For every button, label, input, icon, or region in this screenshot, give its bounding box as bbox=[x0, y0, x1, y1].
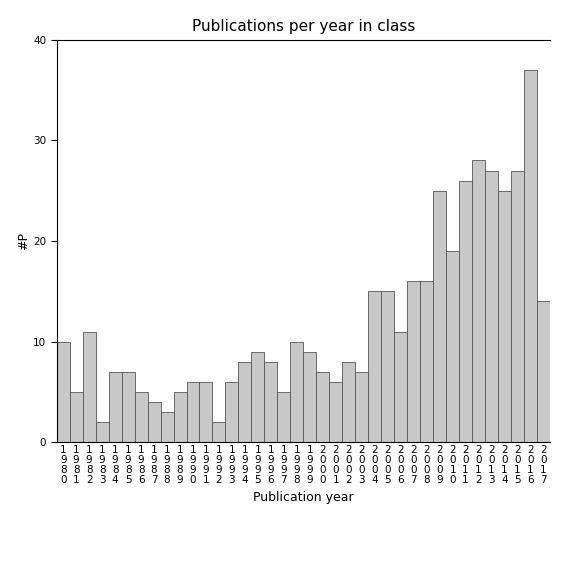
Bar bbox=[420, 281, 433, 442]
Bar bbox=[70, 392, 83, 442]
Bar bbox=[472, 160, 485, 442]
Bar bbox=[187, 382, 200, 442]
Bar bbox=[303, 352, 316, 442]
Bar bbox=[381, 291, 394, 442]
Bar bbox=[329, 382, 342, 442]
Bar bbox=[316, 372, 329, 442]
Bar bbox=[213, 422, 226, 442]
Bar bbox=[459, 180, 472, 442]
Bar bbox=[407, 281, 420, 442]
Bar bbox=[83, 332, 96, 442]
Bar bbox=[96, 422, 109, 442]
Bar bbox=[394, 332, 407, 442]
Bar bbox=[109, 372, 121, 442]
Bar bbox=[200, 382, 213, 442]
Bar bbox=[121, 372, 134, 442]
Bar bbox=[239, 362, 251, 442]
Bar bbox=[524, 70, 537, 442]
Title: Publications per year in class: Publications per year in class bbox=[192, 19, 415, 35]
Bar bbox=[433, 191, 446, 442]
Bar bbox=[342, 362, 356, 442]
Bar bbox=[160, 412, 174, 442]
Bar bbox=[368, 291, 381, 442]
Bar bbox=[251, 352, 264, 442]
Bar bbox=[537, 302, 550, 442]
Bar bbox=[57, 341, 70, 442]
Bar bbox=[226, 382, 239, 442]
Y-axis label: #P: #P bbox=[18, 232, 31, 250]
Bar bbox=[277, 392, 290, 442]
Bar bbox=[290, 341, 303, 442]
Bar bbox=[264, 362, 277, 442]
Bar bbox=[511, 171, 524, 442]
Bar bbox=[485, 171, 498, 442]
Bar bbox=[147, 402, 160, 442]
X-axis label: Publication year: Publication year bbox=[253, 490, 354, 503]
Bar bbox=[356, 372, 368, 442]
Bar bbox=[134, 392, 147, 442]
Bar bbox=[446, 251, 459, 442]
Bar bbox=[498, 191, 511, 442]
Bar bbox=[174, 392, 187, 442]
